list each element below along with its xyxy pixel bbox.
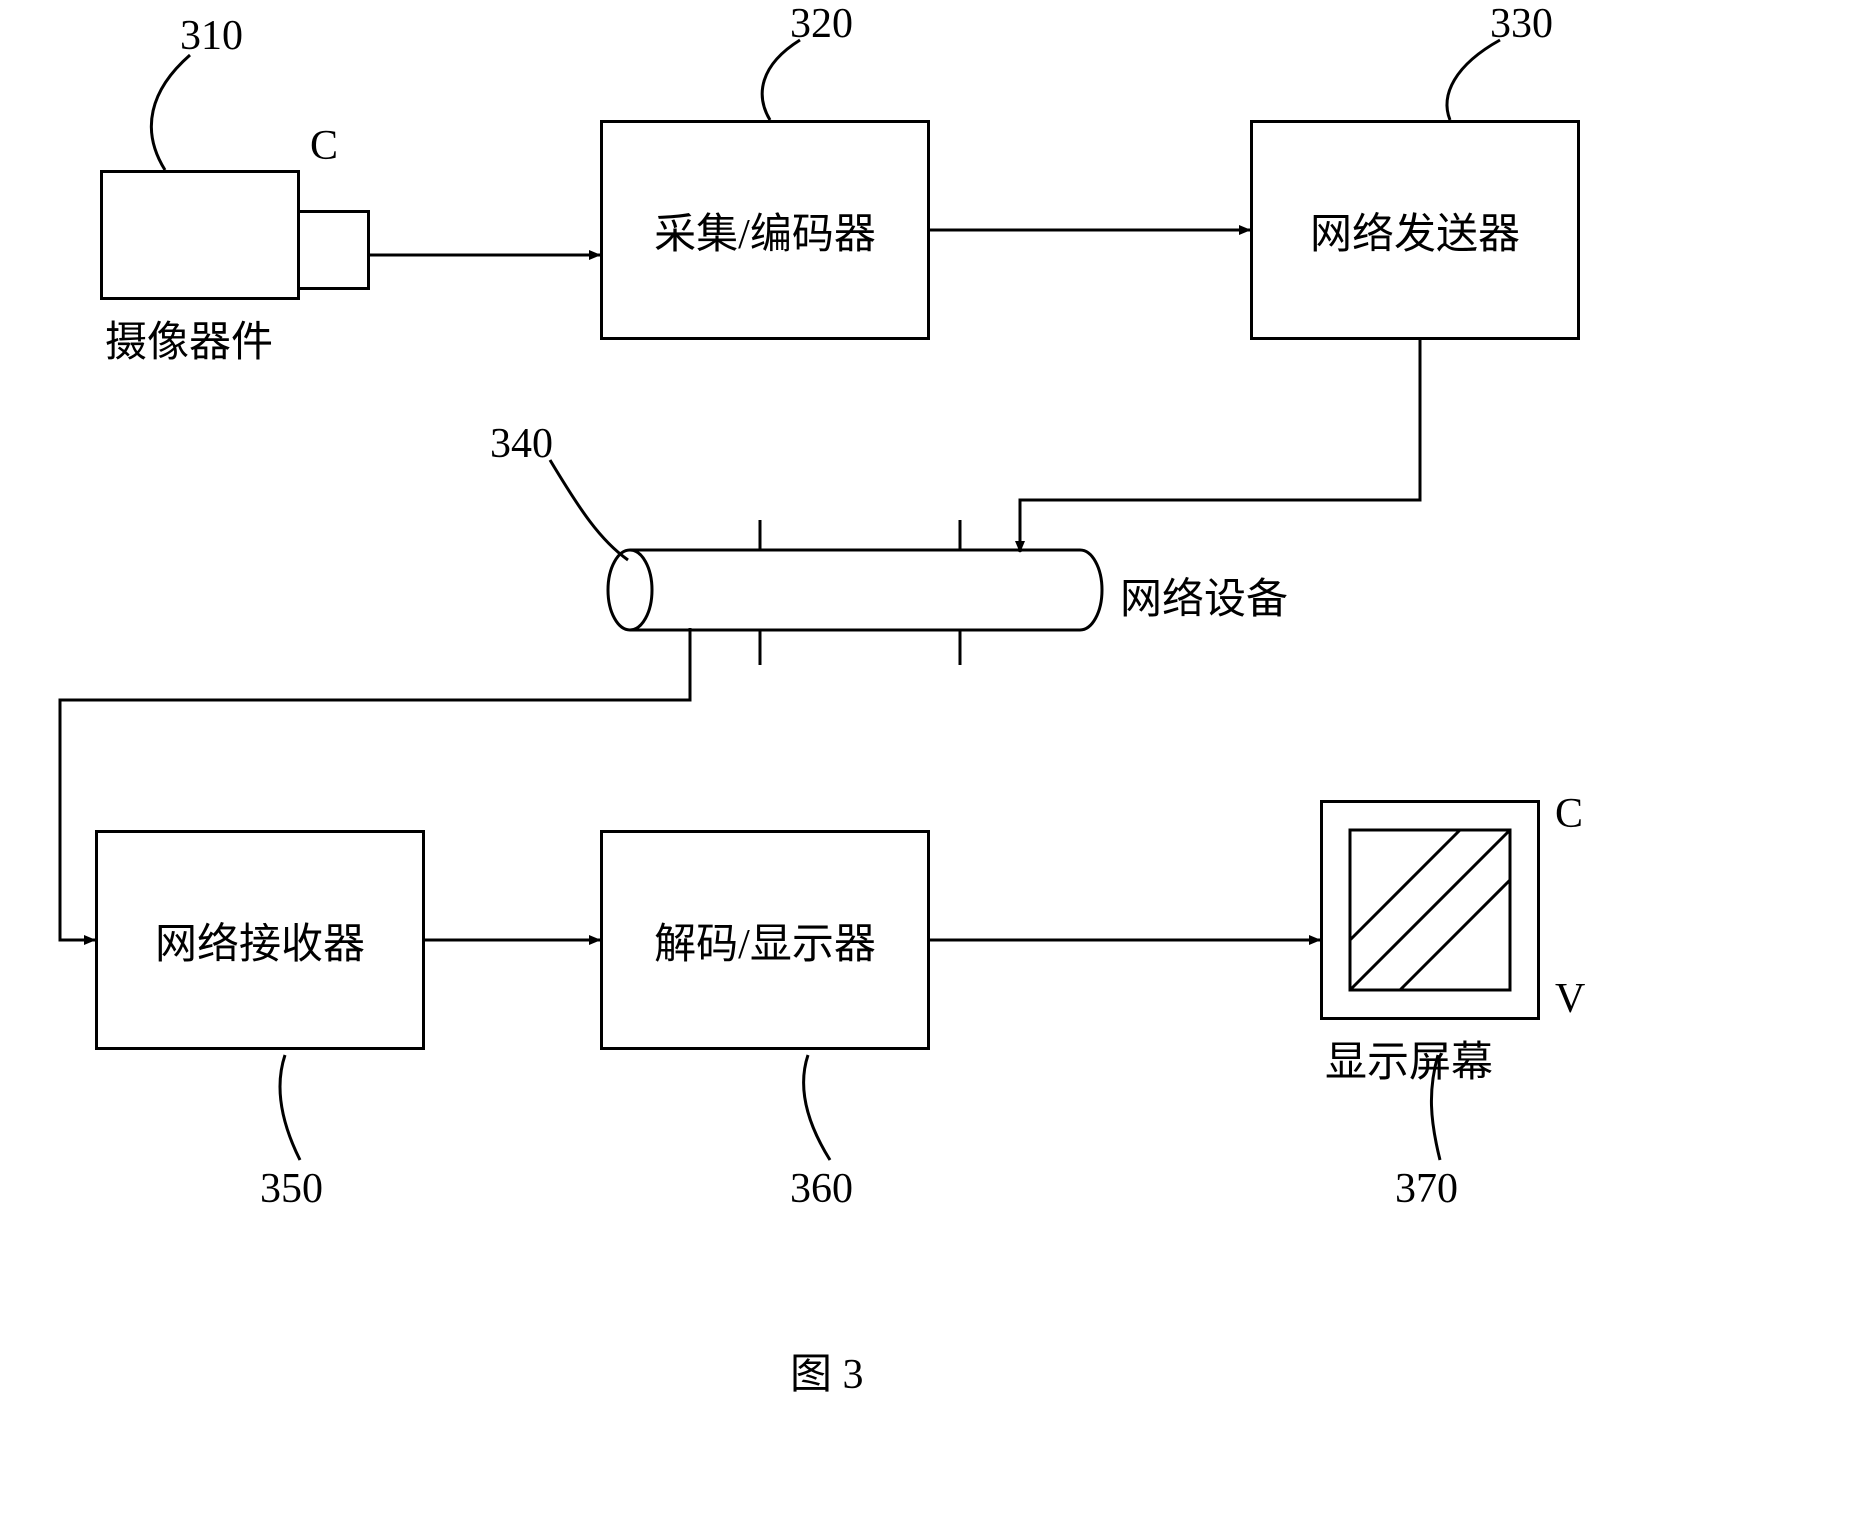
receiver-box: 网络接收器: [95, 830, 425, 1050]
decoder-box: 解码/显示器: [600, 830, 930, 1050]
sender-label: 网络发送器: [1310, 200, 1520, 261]
figure-caption: 图 3: [790, 1340, 864, 1401]
network-tube-icon: [608, 520, 1102, 665]
camera-caption: 摄像器件: [105, 308, 273, 369]
leader-320: [762, 40, 800, 120]
display-letter-v: V: [1555, 975, 1585, 1023]
leader-310: [151, 55, 190, 170]
leader-350: [280, 1055, 300, 1160]
camera-body-box: [100, 170, 300, 300]
decoder-label: 解码/显示器: [654, 910, 876, 971]
receiver-label: 网络接收器: [155, 910, 365, 971]
sender-box: 网络发送器: [1250, 120, 1580, 340]
encoder-box: 采集/编码器: [600, 120, 930, 340]
leader-360: [804, 1055, 830, 1160]
network-label: 网络设备: [1120, 565, 1288, 626]
ref-360: 360: [790, 1165, 853, 1213]
ref-350: 350: [260, 1165, 323, 1213]
display-outer-box: [1320, 800, 1540, 1020]
diagram-canvas: C 摄像器件 采集/编码器 网络发送器 网络接收器 解码/显示器 C V 显示屏…: [0, 0, 1855, 1520]
ref-330: 330: [1490, 0, 1553, 48]
camera-letter-c: C: [310, 122, 338, 170]
edge-sender-to-network: [1020, 340, 1420, 552]
display-caption: 显示屏幕: [1325, 1028, 1493, 1089]
ref-310: 310: [180, 12, 243, 60]
encoder-label: 采集/编码器: [654, 200, 876, 261]
camera-lens-box: [300, 210, 370, 290]
leader-340: [550, 460, 628, 560]
ref-340: 340: [490, 420, 553, 468]
display-letter-c: C: [1555, 790, 1583, 838]
ref-370: 370: [1395, 1165, 1458, 1213]
leader-330: [1447, 40, 1500, 120]
ref-320: 320: [790, 0, 853, 48]
